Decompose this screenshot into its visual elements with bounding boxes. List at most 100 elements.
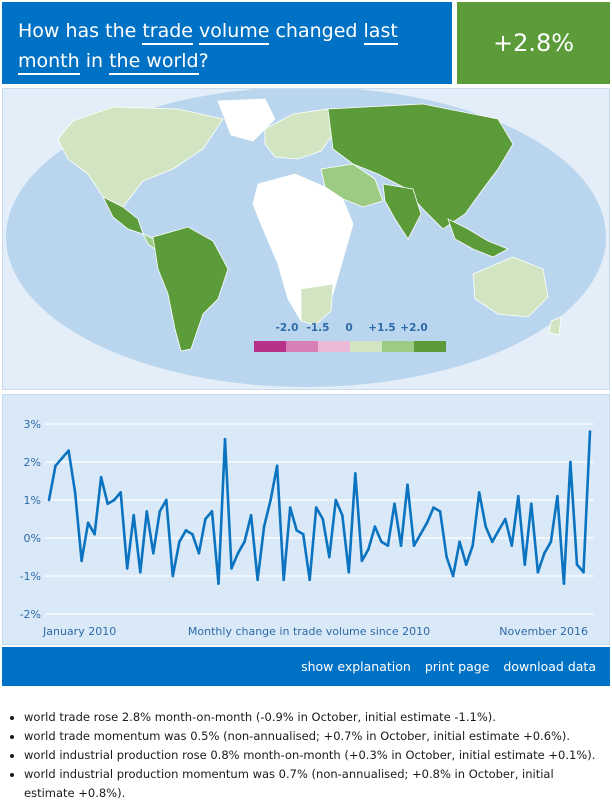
data-point[interactable] (204, 517, 207, 521)
data-point[interactable] (451, 574, 455, 578)
data-point[interactable] (282, 578, 285, 582)
region-europe[interactable] (264, 108, 334, 160)
data-point[interactable] (269, 498, 272, 502)
data-point[interactable] (360, 559, 364, 563)
data-point[interactable] (399, 544, 403, 547)
data-point[interactable] (314, 506, 318, 509)
data-point[interactable] (138, 570, 142, 574)
data-point[interactable] (165, 498, 168, 502)
region-southeast-asia[interactable] (447, 218, 509, 258)
data-point[interactable] (145, 510, 149, 513)
data-point[interactable] (543, 551, 546, 555)
data-point[interactable] (295, 529, 298, 532)
data-point[interactable] (556, 494, 559, 498)
region-australia[interactable] (472, 256, 549, 318)
data-point[interactable] (151, 551, 155, 555)
print-page-link[interactable]: print page (424, 659, 490, 674)
data-point[interactable] (373, 525, 377, 528)
region-greenland[interactable] (217, 98, 276, 142)
show-explanation-link[interactable]: show explanation (301, 659, 411, 674)
data-point[interactable] (132, 513, 136, 517)
region-russia-asia[interactable] (327, 103, 514, 230)
data-point[interactable] (445, 555, 448, 559)
data-point[interactable] (386, 544, 390, 547)
data-point[interactable] (419, 532, 422, 536)
data-point[interactable] (412, 544, 416, 547)
data-point[interactable] (275, 464, 279, 468)
data-point[interactable] (549, 540, 553, 544)
data-point[interactable] (301, 532, 305, 536)
data-point[interactable] (530, 502, 533, 506)
keyword-the-world[interactable]: the world (109, 50, 199, 75)
download-data-link[interactable]: download data (503, 659, 596, 674)
data-point[interactable] (210, 510, 214, 513)
data-point[interactable] (262, 525, 266, 528)
data-point[interactable] (197, 551, 201, 555)
data-point[interactable] (125, 567, 129, 570)
data-point[interactable] (517, 494, 520, 498)
data-point[interactable] (191, 532, 194, 536)
data-point[interactable] (54, 464, 57, 468)
data-point[interactable] (47, 498, 51, 502)
data-point[interactable] (588, 430, 592, 433)
data-point[interactable] (536, 570, 540, 574)
data-point[interactable] (464, 563, 468, 566)
data-point[interactable] (106, 502, 109, 506)
data-point[interactable] (575, 563, 579, 566)
data-point[interactable] (523, 563, 527, 566)
data-point[interactable] (347, 570, 351, 574)
data-point[interactable] (67, 449, 70, 452)
region-north-america[interactable] (57, 106, 224, 208)
data-point[interactable] (497, 529, 501, 532)
data-point[interactable] (93, 532, 96, 536)
data-point[interactable] (510, 544, 514, 547)
data-point[interactable] (171, 574, 175, 578)
data-point[interactable] (327, 555, 331, 559)
data-point[interactable] (99, 475, 103, 479)
region-southern-africa[interactable] (300, 283, 334, 326)
data-point[interactable] (178, 540, 181, 544)
data-point[interactable] (380, 540, 383, 544)
data-point[interactable] (230, 567, 233, 570)
data-point[interactable] (236, 551, 240, 555)
world-map[interactable]: -2.0 -1.5 0 +1.5 +2.0 (3, 89, 609, 389)
data-point[interactable] (256, 578, 259, 582)
keyword-trade[interactable]: trade (142, 20, 193, 45)
data-point[interactable] (73, 491, 77, 494)
data-point[interactable] (490, 540, 494, 544)
data-point[interactable] (471, 544, 474, 547)
data-point[interactable] (86, 521, 90, 525)
data-point[interactable] (562, 582, 566, 585)
data-point[interactable] (393, 502, 396, 506)
data-point[interactable] (321, 517, 325, 521)
data-point[interactable] (406, 483, 409, 487)
data-point[interactable] (288, 506, 292, 509)
region-south-asia[interactable] (382, 183, 422, 240)
data-point[interactable] (354, 472, 357, 475)
data-point[interactable] (484, 525, 488, 528)
data-point[interactable] (80, 559, 83, 563)
data-point[interactable] (112, 498, 116, 502)
region-south-america[interactable] (152, 226, 229, 352)
data-point[interactable] (367, 548, 370, 551)
trade-volume-line-chart[interactable]: 3% 2% 1% 0% -1% -2% January 2010 Monthly chan… (3, 395, 609, 644)
data-point[interactable] (119, 491, 122, 494)
data-point[interactable] (425, 521, 429, 525)
data-point[interactable] (243, 540, 246, 544)
data-point[interactable] (503, 517, 507, 521)
data-point[interactable] (438, 510, 442, 513)
data-point[interactable] (569, 460, 572, 464)
data-point[interactable] (223, 437, 227, 441)
data-point[interactable] (477, 491, 481, 494)
region-new-zealand[interactable] (548, 316, 562, 336)
data-point[interactable] (582, 570, 585, 574)
data-point[interactable] (432, 506, 435, 509)
data-point[interactable] (334, 498, 338, 502)
data-point[interactable] (60, 456, 64, 460)
data-point[interactable] (308, 578, 312, 582)
data-point[interactable] (458, 540, 461, 544)
data-point[interactable] (341, 513, 344, 517)
data-point[interactable] (217, 582, 220, 585)
data-point[interactable] (184, 529, 188, 532)
keyword-volume[interactable]: volume (199, 20, 270, 45)
